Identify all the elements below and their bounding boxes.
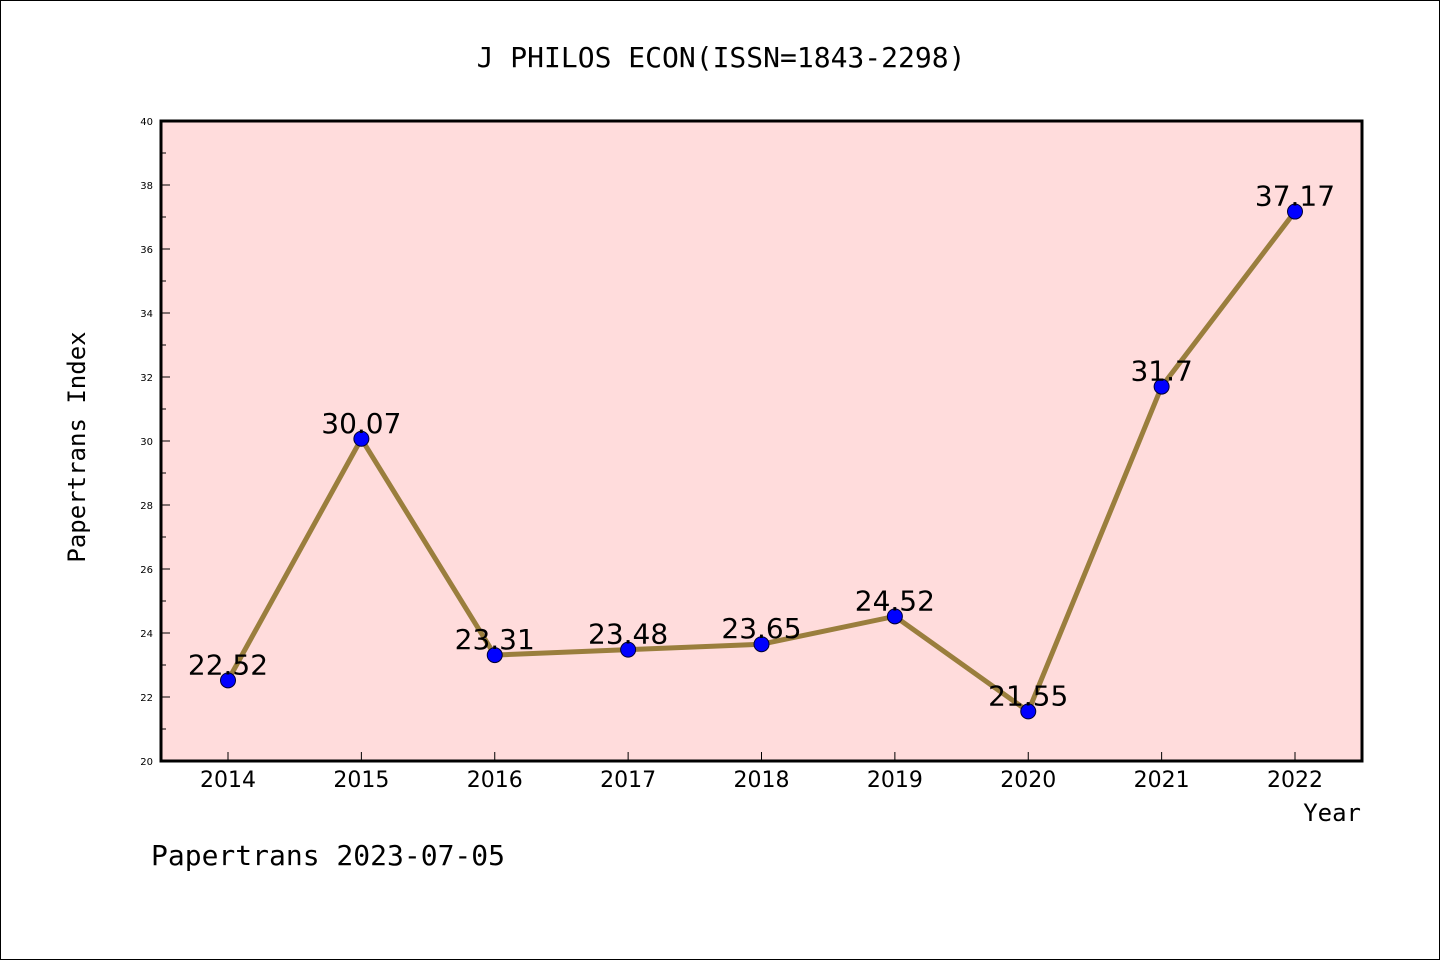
data-label: 23.65	[721, 612, 801, 645]
y-tick-label: 32	[140, 373, 153, 384]
data-label: 21.55	[988, 679, 1068, 712]
data-label: 37.17	[1255, 180, 1335, 213]
x-tick-label: 2022	[1267, 768, 1323, 793]
x-tick-label: 2015	[333, 768, 389, 793]
footer-credit: Papertrans 2023-07-05	[151, 839, 505, 872]
x-tick-label: 2017	[600, 768, 656, 793]
y-axis-label: Papertrans Index	[63, 331, 91, 562]
y-tick-label: 30	[140, 437, 153, 448]
data-point	[1020, 703, 1037, 720]
y-tick-label: 24	[140, 629, 153, 640]
plot-area	[159, 119, 1364, 763]
chart-title: J PHILOS ECON(ISSN=1843-2298)	[477, 41, 966, 74]
x-tick-label: 2020	[1000, 768, 1056, 793]
data-point	[753, 636, 770, 653]
data-point	[486, 647, 503, 664]
data-point	[220, 672, 236, 689]
data-point	[353, 430, 370, 447]
y-tick-label: 20	[140, 757, 153, 768]
series: 22.52 30.07 23.31 23.48 23.65 24.52 21.55 31.7 3…	[188, 180, 1335, 720]
y-tick-label: 28	[140, 501, 153, 512]
y-tick-label: 34	[140, 309, 153, 320]
y-tick-label: 22	[140, 693, 153, 704]
x-axis: 2014 2015 2016 2017 2018 2019 2020 2021 2022	[200, 752, 1323, 793]
data-label: 30.07	[321, 407, 401, 440]
data-label: 23.31	[455, 623, 535, 656]
y-tick-label: 38	[140, 181, 153, 192]
data-point	[1153, 378, 1170, 395]
x-tick-label: 2021	[1134, 768, 1190, 793]
data-label: 23.48	[588, 618, 668, 651]
x-tick-label: 2019	[867, 768, 923, 793]
y-tick-label: 40	[140, 117, 153, 128]
data-point	[1287, 203, 1303, 220]
x-tick-label: 2016	[467, 768, 523, 793]
data-point	[886, 608, 903, 625]
y-tick-label: 36	[140, 245, 153, 256]
x-tick-label: 2018	[734, 768, 790, 793]
x-axis-label: Year	[1303, 799, 1361, 827]
data-label: 24.52	[855, 584, 935, 617]
x-tick-label: 2014	[200, 768, 256, 793]
data-label: 22.52	[188, 648, 268, 681]
data-label: 31.7	[1130, 355, 1192, 388]
y-tick-label: 26	[140, 565, 153, 576]
y-axis: 20 22 24 26 28 30 32 34 36 38 40	[140, 117, 170, 768]
data-point	[620, 641, 637, 658]
